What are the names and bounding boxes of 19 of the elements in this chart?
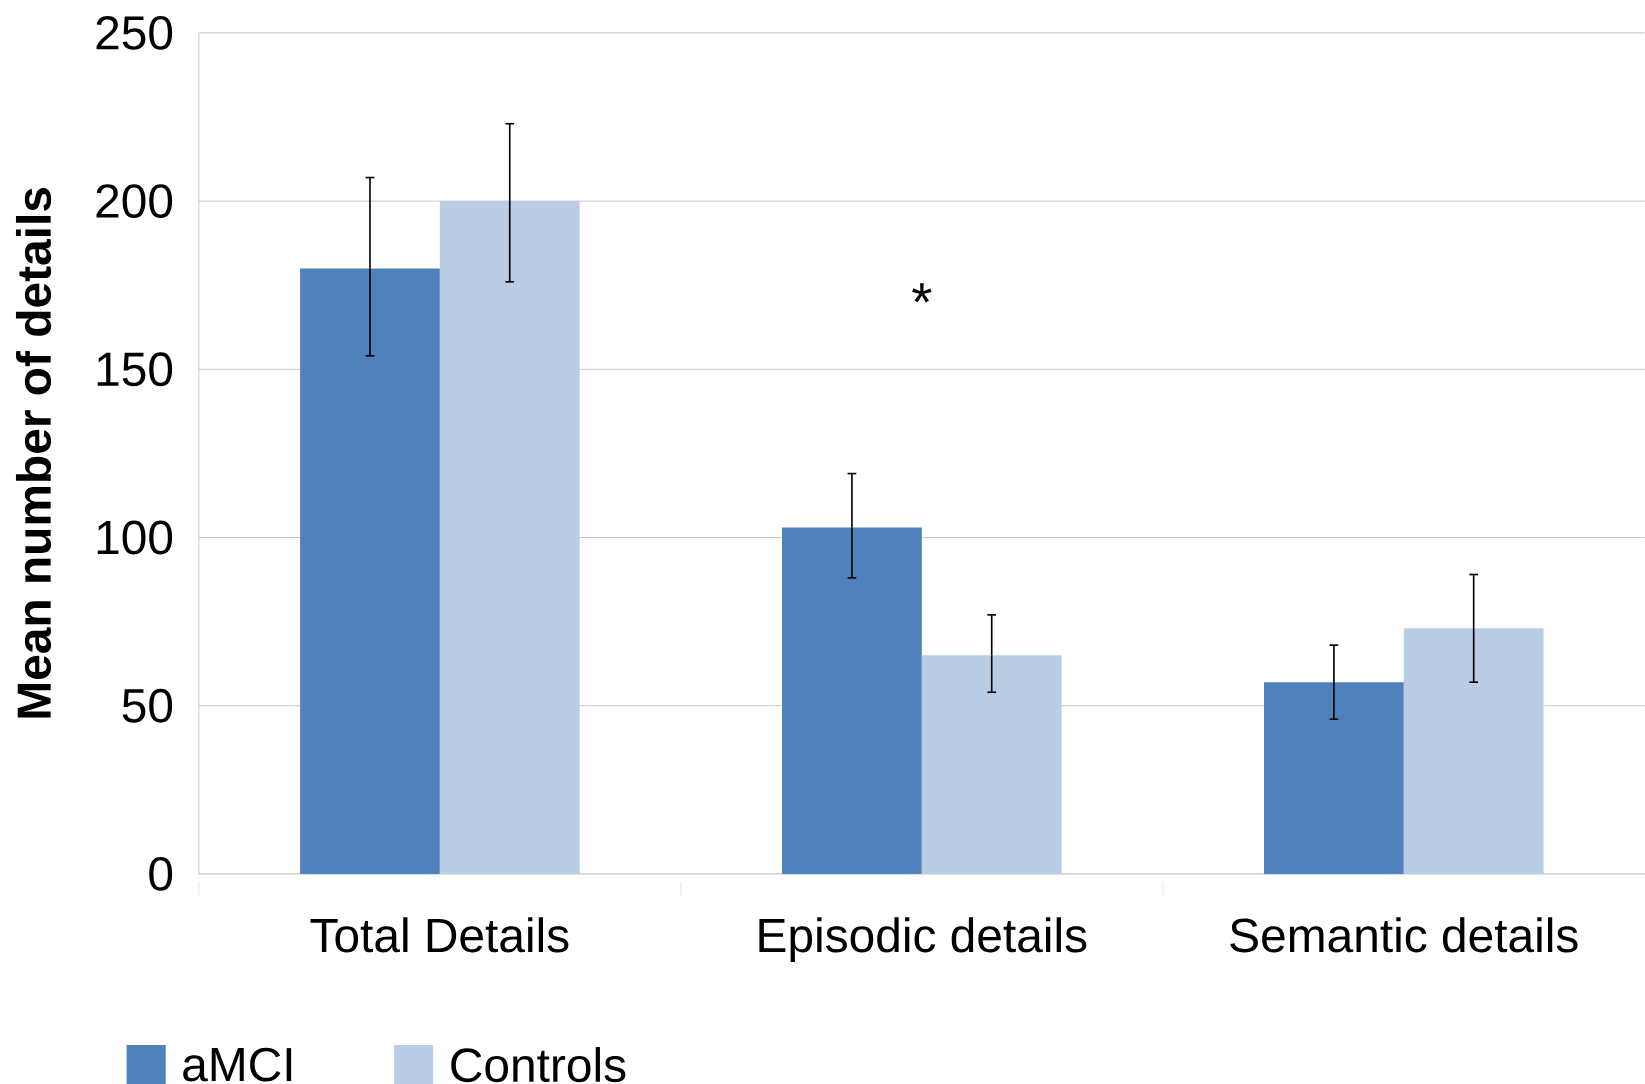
y-tick-label: 150 [97,352,173,387]
x-tick-label: Episodic details [759,917,1087,962]
x-tick-label: Semantic details [1230,917,1578,953]
bar [782,527,922,874]
bar [439,201,580,874]
y-tick-label: 100 [97,520,173,555]
bar [921,655,1062,874]
annotation: * [912,283,932,303]
bar [300,268,440,874]
y-axis-title: Mean number of details [15,187,52,718]
y-tick-label: 0 [149,856,173,891]
bar [1264,682,1404,874]
legend-label: aMCI [183,1047,292,1082]
y-tick-label: 200 [96,184,173,218]
y-tick-label: 50 [122,688,173,723]
bar [1403,628,1544,874]
y-tick-label: 250 [96,15,173,50]
x-tick-label: Total Details [310,917,569,953]
legend-label: Controls [451,1046,626,1083]
